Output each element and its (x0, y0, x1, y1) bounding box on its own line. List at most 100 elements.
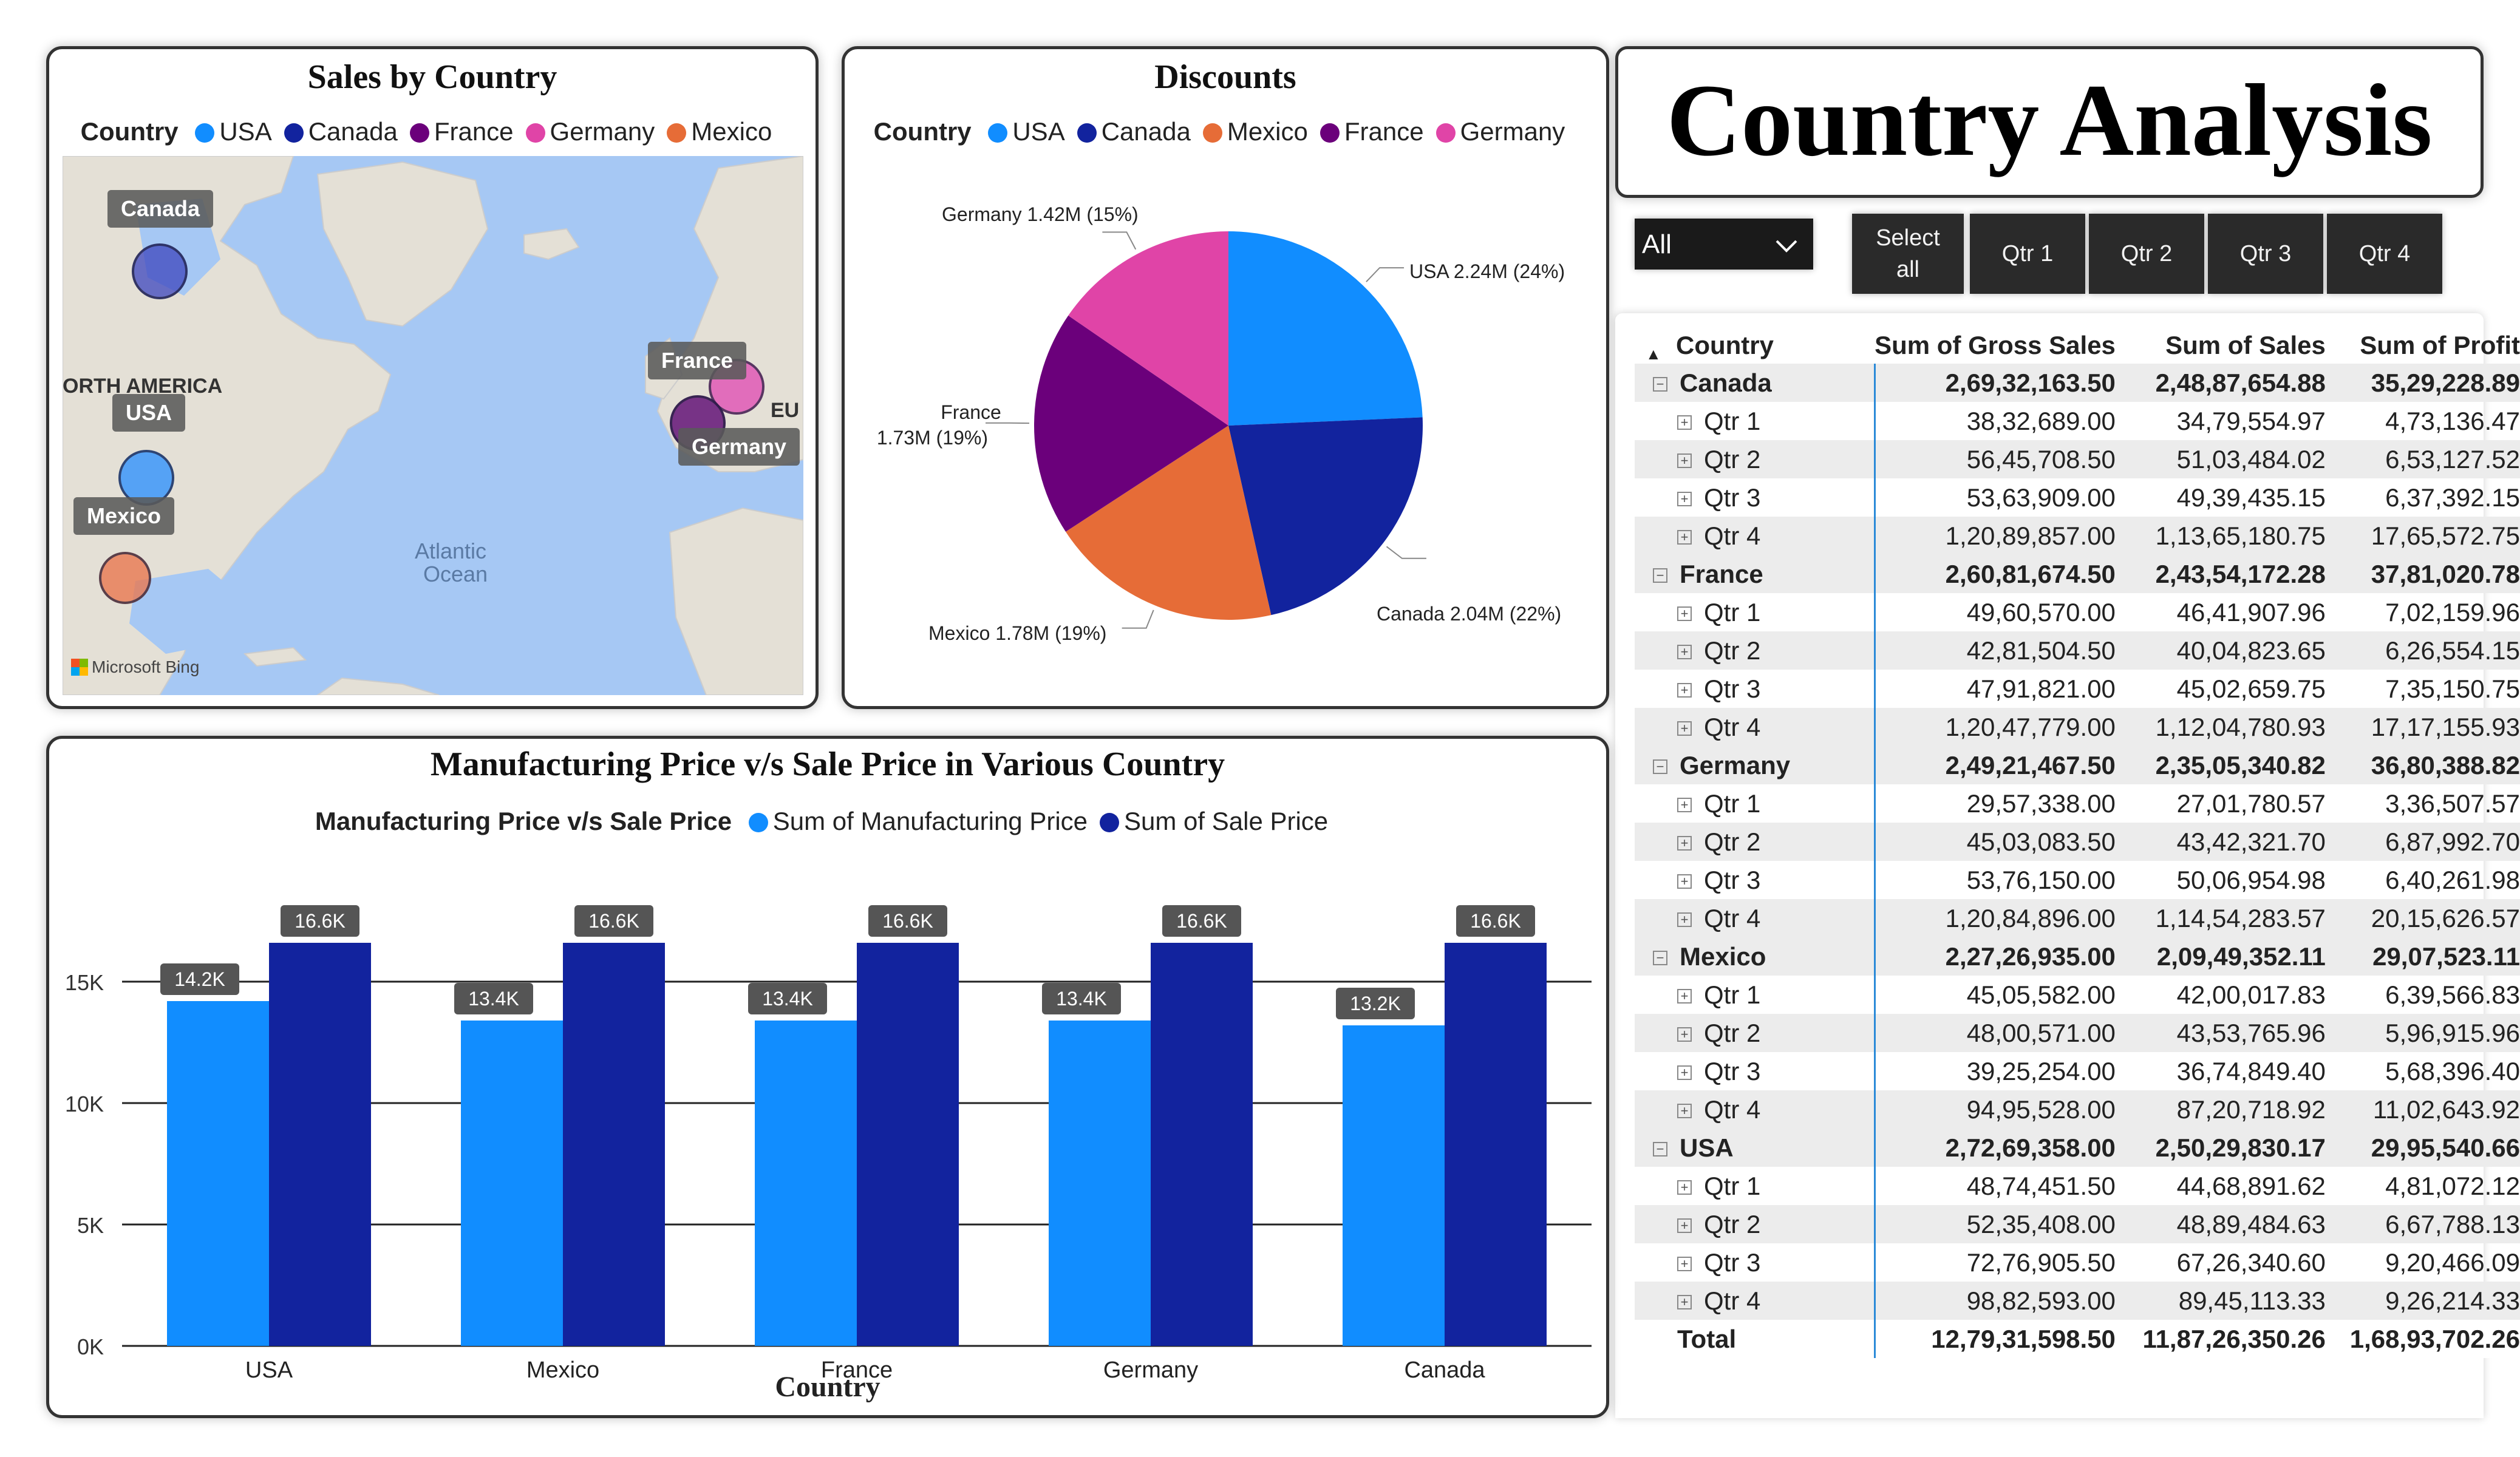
expand-icon[interactable]: + (1677, 415, 1692, 430)
country-matrix[interactable]: Country ▲ Sum of Gross Sales Sum of Sales… (1635, 322, 2520, 1358)
expand-icon[interactable]: + (1677, 645, 1692, 660)
matrix-row[interactable]: + Qtr 1 45,05,582.00 42,00,017.83 6,39,566.8… (1635, 976, 2520, 1014)
bar-germany-s1[interactable] (1151, 943, 1253, 1346)
expand-icon[interactable]: + (1677, 1027, 1692, 1042)
qtr1-button[interactable]: Qtr 1 (1970, 214, 2085, 294)
bar-usa-s0[interactable] (167, 1001, 269, 1346)
expand-icon[interactable]: + (1677, 1065, 1692, 1081)
matrix-row[interactable]: + Qtr 4 94,95,528.00 87,20,718.92 11,02,643.… (1635, 1090, 2520, 1129)
cell-value: 17,17,155.93 (2325, 708, 2520, 746)
matrix-row[interactable]: + Qtr 2 48,00,571.00 43,53,765.96 5,96,915.9… (1635, 1014, 2520, 1052)
matrix-group-row[interactable]: − Canada 2,69,32,163.50 2,48,87,654.88 35,29… (1635, 364, 2520, 402)
legend-item-series-0[interactable]: Sum of Manufacturing Price (748, 807, 1088, 835)
price-bar-chart[interactable]: 0K 5K 10K 15K 14.2K 16.6K USA 13.4K 16.6K Mexico 1… (49, 739, 1606, 1415)
expand-icon[interactable]: + (1677, 798, 1692, 813)
legend-item-usa[interactable]: USA (988, 117, 1065, 146)
bar-usa-s1[interactable] (269, 943, 371, 1346)
map-canvas[interactable]: ORTH AMERICA Atlantic Ocean EU Canada US… (63, 156, 803, 695)
matrix-row[interactable]: + Qtr 3 53,63,909.00 49,39,435.15 6,37,392.1… (1635, 478, 2520, 517)
pie-slice-mexico[interactable] (1066, 426, 1272, 620)
legend-item-canada[interactable]: Canada (284, 117, 398, 146)
expand-icon[interactable]: + (1677, 492, 1692, 507)
expand-icon[interactable]: + (1677, 912, 1692, 928)
matrix-row[interactable]: + Qtr 2 42,81,504.50 40,04,823.65 6,26,554.1… (1635, 631, 2520, 670)
matrix-row[interactable]: + Qtr 1 49,60,570.00 46,41,907.96 7,02,159.9… (1635, 593, 2520, 631)
matrix-row[interactable]: + Qtr 1 29,57,338.00 27,01,780.57 3,36,507.5… (1635, 784, 2520, 823)
expand-icon[interactable]: + (1677, 606, 1692, 622)
matrix-row[interactable]: + Qtr 3 72,76,905.50 67,26,340.60 9,20,466.0… (1635, 1243, 2520, 1282)
expand-icon[interactable]: + (1677, 874, 1692, 889)
legend-item-germany[interactable]: Germany (1435, 117, 1565, 146)
qtr2-button[interactable]: Qtr 2 (2089, 214, 2204, 294)
data-label-bg (1042, 983, 1121, 1014)
bar-france-s0[interactable] (755, 1021, 857, 1346)
collapse-icon[interactable]: − (1653, 568, 1667, 583)
expand-icon[interactable]: + (1677, 721, 1692, 736)
legend-item-usa[interactable]: USA (195, 117, 272, 146)
expand-icon[interactable]: + (1677, 530, 1692, 545)
matrix-row[interactable]: + Qtr 3 53,76,150.00 50,06,954.98 6,40,261.9… (1635, 861, 2520, 899)
matrix-group-row[interactable]: − France 2,60,81,674.50 2,43,54,172.28 37,81… (1635, 555, 2520, 593)
legend-item-canada[interactable]: Canada (1077, 117, 1191, 146)
matrix-row[interactable]: + Qtr 4 1,20,84,896.00 1,14,54,283.57 20,15,… (1635, 899, 2520, 937)
matrix-row[interactable]: + Qtr 3 39,25,254.00 36,74,849.40 5,68,396.4… (1635, 1052, 2520, 1090)
matrix-row[interactable]: + Qtr 4 1,20,89,857.00 1,13,65,180.75 17,65,… (1635, 517, 2520, 555)
bar-canada-s1[interactable] (1445, 943, 1547, 1346)
expand-icon[interactable]: + (1677, 1218, 1692, 1234)
matrix-group-row[interactable]: − Mexico 2,27,26,935.00 2,09,49,352.11 29,07… (1635, 937, 2520, 976)
col-header-sales[interactable]: Sum of Sales (2165, 331, 2326, 359)
expand-icon[interactable]: + (1677, 1257, 1692, 1272)
matrix-row[interactable]: + Qtr 3 47,91,821.00 45,02,659.75 7,35,150.7… (1635, 670, 2520, 708)
col-header-profit[interactable]: Sum of Profit (2360, 331, 2520, 359)
expand-icon[interactable]: + (1677, 989, 1692, 1004)
legend-item-series-1[interactable]: Sum of Sale Price (1100, 807, 1328, 835)
select-all-button[interactable]: Select all (1852, 214, 1964, 294)
collapse-icon[interactable]: − (1653, 377, 1667, 392)
col-header-gross-sales[interactable]: Sum of Gross Sales (1875, 331, 2116, 359)
pie-slice-canada[interactable] (1228, 417, 1423, 616)
pie-slice-usa[interactable] (1228, 231, 1423, 426)
expand-icon[interactable]: + (1677, 683, 1692, 698)
collapse-icon[interactable]: − (1653, 951, 1667, 966)
pie-slice-germany[interactable] (1068, 231, 1228, 426)
collapse-icon[interactable]: − (1653, 759, 1667, 775)
discounts-pie[interactable] (845, 49, 1606, 706)
bubble-mexico[interactable] (99, 552, 151, 604)
matrix-row[interactable]: + Qtr 4 1,20,47,779.00 1,12,04,780.93 17,17,… (1635, 708, 2520, 746)
matrix-row[interactable]: + Qtr 2 52,35,408.00 48,89,484.63 6,67,788.1… (1635, 1205, 2520, 1243)
collapse-icon[interactable]: − (1653, 1142, 1667, 1157)
quarter-dropdown[interactable]: All (1635, 219, 1813, 270)
legend-item-germany[interactable]: Germany (525, 117, 655, 146)
legend-item-mexico[interactable]: Mexico (667, 117, 772, 146)
qtr4-button[interactable]: Qtr 4 (2327, 214, 2442, 294)
bar-canada-s0[interactable] (1343, 1025, 1445, 1346)
legend-item-france[interactable]: France (409, 117, 514, 146)
legend-item-france[interactable]: France (1320, 117, 1424, 146)
bar-mexico-s0[interactable] (461, 1021, 563, 1346)
matrix-group-row[interactable]: − USA 2,72,69,358.00 2,50,29,830.17 29,95,54… (1635, 1129, 2520, 1167)
bubble-canada[interactable] (132, 243, 188, 299)
pie-slice-france[interactable] (1034, 315, 1228, 532)
matrix-row[interactable]: + Qtr 2 56,45,708.50 51,03,484.02 6,53,127.5… (1635, 440, 2520, 478)
expand-icon[interactable]: + (1677, 453, 1692, 469)
expand-icon[interactable]: + (1677, 1295, 1692, 1310)
cell-value: 9,20,466.09 (2385, 1248, 2520, 1277)
expand-icon[interactable]: + (1677, 1104, 1692, 1119)
matrix-group-row[interactable]: − Germany 2,49,21,467.50 2,35,05,340.82 36,8… (1635, 746, 2520, 784)
bar-france-s1[interactable] (857, 943, 959, 1346)
expand-icon[interactable]: + (1677, 836, 1692, 851)
matrix-row[interactable]: + Qtr 1 38,32,689.00 34,79,554.97 4,73,136.4… (1635, 402, 2520, 440)
cell-value: 4,73,136.47 (2385, 406, 2520, 435)
cell-value: 1,12,04,780.93 (2115, 708, 2326, 746)
cell-gross: 2,72,69,358.00 (1875, 1129, 2116, 1167)
legend-item-mexico[interactable]: Mexico (1202, 117, 1308, 146)
matrix-row[interactable]: + Qtr 4 98,82,593.00 89,45,113.33 9,26,214.3… (1635, 1282, 2520, 1320)
matrix-row[interactable]: + Qtr 2 45,03,083.50 43,42,321.70 6,87,992.7… (1635, 823, 2520, 861)
bar-mexico-s1[interactable] (563, 943, 665, 1346)
sort-ascending-icon[interactable]: ▲ (1646, 345, 1661, 363)
col-header-country[interactable]: Country ▲ (1646, 331, 1774, 363)
expand-icon[interactable]: + (1677, 1180, 1692, 1195)
matrix-row[interactable]: + Qtr 1 48,74,451.50 44,68,891.62 4,81,072.1… (1635, 1167, 2520, 1205)
bar-germany-s0[interactable] (1049, 1021, 1151, 1346)
qtr3-button[interactable]: Qtr 3 (2208, 214, 2323, 294)
